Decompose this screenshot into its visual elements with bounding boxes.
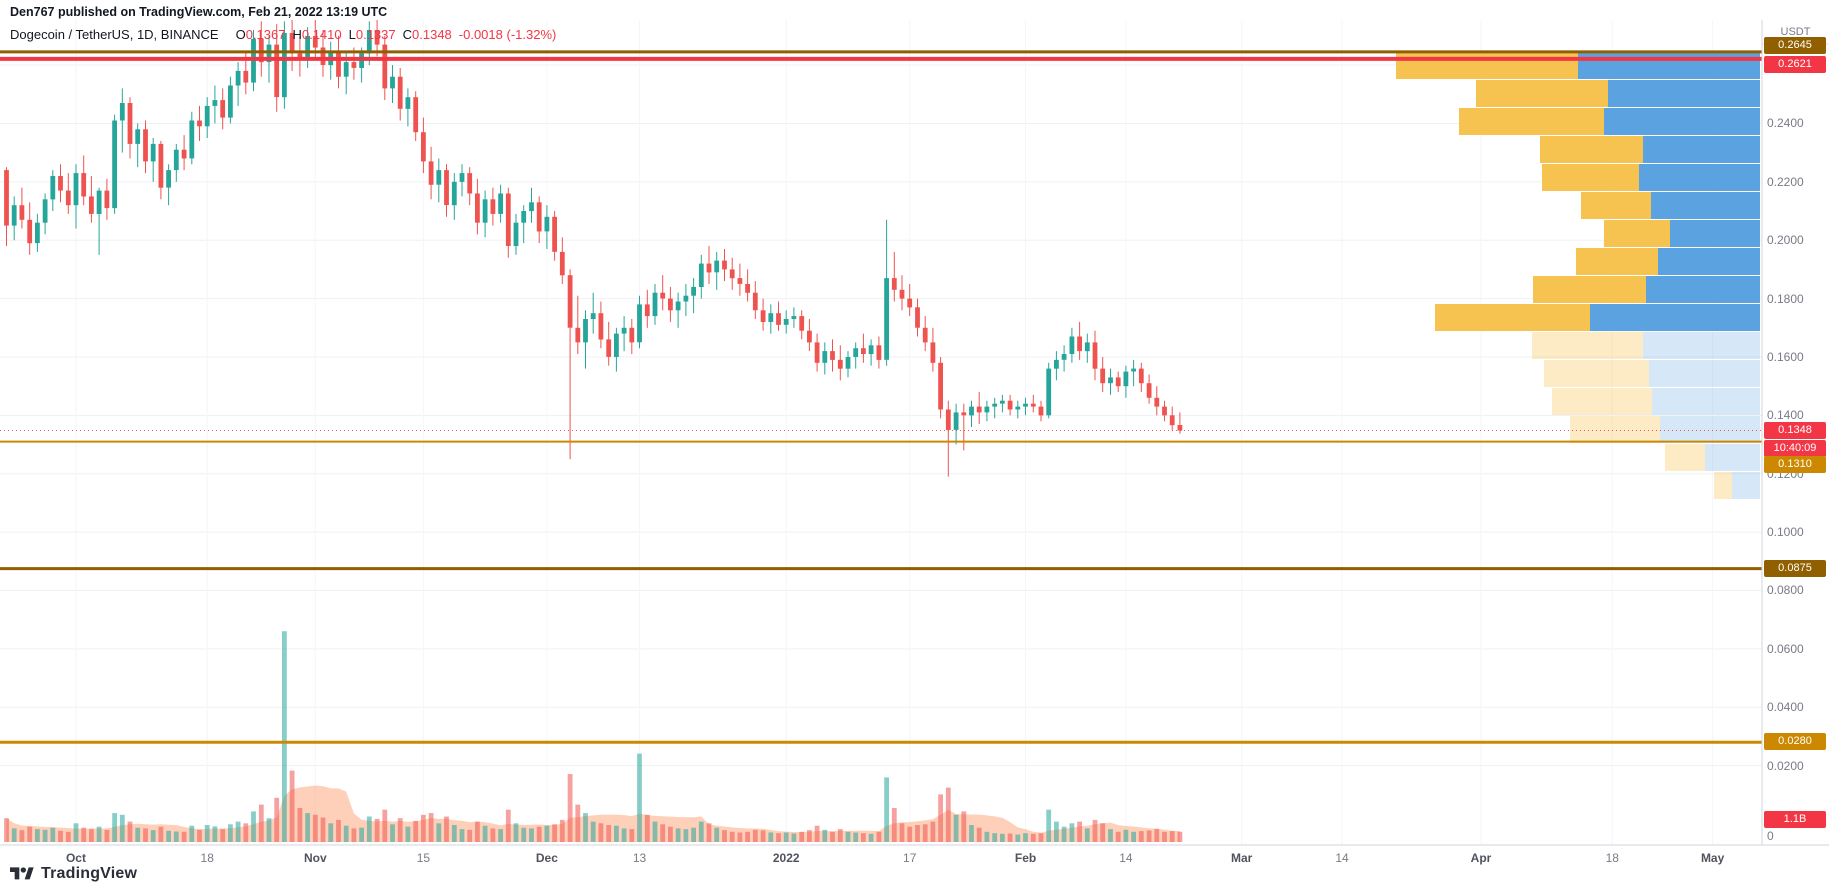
time-tick-label: May (1700, 851, 1725, 865)
price-tick-label: 0 (1767, 829, 1774, 843)
symbol-title[interactable]: Dogecoin / TetherUS, 1D, BINANCE (10, 27, 219, 42)
time-tick-label: 14 (1335, 851, 1349, 865)
time-tick-label: Apr (1470, 851, 1492, 865)
price-level-badge[interactable]: 0.1310 (1764, 455, 1826, 473)
ohlc-low-value: 0.1337 (355, 27, 396, 42)
attribution-text: Den767 published on TradingView.com, Feb… (10, 5, 388, 19)
price-level-badge[interactable]: 0.0875 (1764, 559, 1826, 577)
time-tick-label: Dec (535, 851, 558, 865)
price-tick-label: 0.2200 (1767, 174, 1804, 189)
price-level-badge[interactable]: 0.2621 (1764, 55, 1826, 73)
price-tick-label: 0.2400 (1767, 116, 1804, 131)
footer: TradingView (10, 864, 137, 884)
time-tick-label: Mar (1231, 851, 1253, 865)
ohlc-high-label: H (292, 27, 302, 42)
price-tick-label: 0.0800 (1767, 583, 1804, 598)
price-axis-currency[interactable]: USDT (1780, 26, 1811, 38)
price-level-lines[interactable] (0, 50, 1762, 744)
price-tick-label: 0.1400 (1767, 408, 1804, 423)
price-tick-label: 0.2000 (1767, 233, 1804, 248)
current-price-badge[interactable]: 0.1348 (1764, 421, 1826, 439)
time-tick-label: 18 (1605, 851, 1619, 865)
volume-profile (1396, 52, 1760, 499)
time-tick-label: 2022 (772, 851, 800, 865)
time-tick-label: 18 (200, 851, 214, 865)
ohlc-close-label: C (402, 27, 413, 42)
time-tick-label: 14 (1119, 851, 1133, 865)
price-tick-label: 0.0200 (1767, 758, 1804, 773)
price-tick-label: 0.1800 (1767, 291, 1804, 306)
price-level-badge[interactable]: 0.0280 (1764, 733, 1826, 751)
time-tick-label: 15 (416, 851, 431, 865)
chart-legend: Dogecoin / TetherUS, 1D, BINANCE O0.1367 H… (10, 27, 556, 42)
price-level-badge[interactable]: 0.2645 (1764, 36, 1826, 54)
price-tick-label: 0.0400 (1767, 700, 1804, 715)
time-tick-label: 13 (632, 851, 647, 865)
price-tick-label: 0.1000 (1767, 525, 1804, 540)
ohlc-open-label: O (235, 27, 246, 42)
change-value: -0.0018 (-1.32%) (458, 27, 557, 42)
footer-brand[interactable]: TradingView (41, 865, 138, 882)
time-tick-label: Oct (65, 851, 86, 865)
grid (0, 20, 1762, 845)
countdown-badge: 10:40:09 (1764, 439, 1826, 457)
ohlc-open-value: 0.1367 (245, 27, 286, 42)
ohlc-low-label: L (348, 27, 356, 42)
time-tick-label: 17 (903, 851, 917, 865)
volume-pane (4, 631, 1183, 842)
price-tick-label: 0.1600 (1767, 349, 1804, 364)
time-tick-label: Nov (303, 851, 327, 865)
ohlc-close-value: 0.1348 (412, 27, 452, 42)
time-tick-label: Feb (1014, 851, 1037, 865)
ohlc-high-value: 0.1410 (301, 27, 342, 42)
tradingview-logo-icon[interactable] (10, 864, 34, 884)
volume-badge: 1.1B (1764, 811, 1826, 828)
price-tick-label: 0.0600 (1767, 641, 1804, 656)
